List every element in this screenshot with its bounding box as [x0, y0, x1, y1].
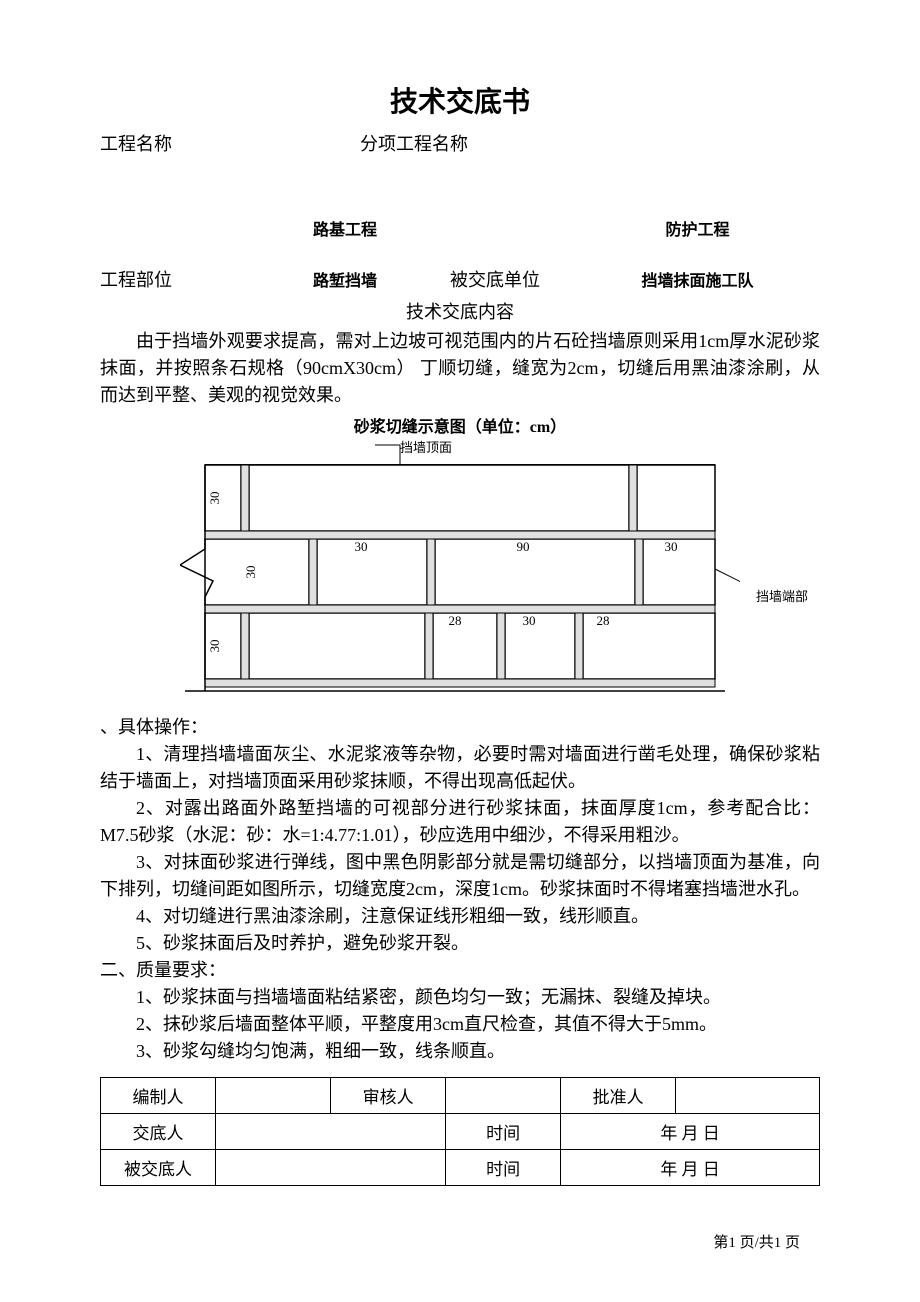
- svg-text:30: 30: [355, 539, 368, 554]
- sig-r3c3: 时间: [446, 1150, 561, 1186]
- sig-r3c2: [216, 1150, 446, 1186]
- info-r2c4: 挡墙抹面施工队: [575, 267, 820, 291]
- sig-r1c5: 批准人: [561, 1078, 676, 1114]
- info-r1c2: 路基工程: [275, 216, 415, 240]
- page-footer: 第1 页/共1 页: [713, 1231, 800, 1252]
- quality-label: 二、质量要求：: [100, 957, 820, 984]
- signature-table: 编制人 审核人 批准人 交底人 时间 年 月 日 被交底人 时间 年 月 日: [100, 1077, 820, 1186]
- svg-text:90: 90: [517, 539, 530, 554]
- sig-r2c1: 交底人: [101, 1114, 216, 1150]
- ops-item-5: 5、砂浆抹面后及时养护，避免砂浆开裂。: [100, 930, 820, 957]
- info-r2c1: 工程部位: [100, 266, 275, 292]
- diagram-title: 砂浆切缝示意图（单位：cm）: [100, 413, 820, 437]
- diagram-svg: 30 30 30 90 30 30 28 30 28: [180, 441, 740, 701]
- project-name-label: 工程名称: [100, 130, 360, 156]
- sig-r1c4: [446, 1078, 561, 1114]
- sig-r1c3: 审核人: [331, 1078, 446, 1114]
- sig-r2c3: 时间: [446, 1114, 561, 1150]
- sig-r2c4: 年 月 日: [561, 1114, 820, 1150]
- svg-text:30: 30: [207, 492, 222, 505]
- info-row-1: 路基工程 防护工程: [100, 216, 820, 240]
- ops-item-1: 1、清理挡墙墙面灰尘、水泥浆液等杂物，必要时需对墙面进行凿毛处理，确保砂浆粘结于…: [100, 741, 820, 795]
- header-row: 工程名称 分项工程名称: [100, 130, 820, 156]
- svg-text:30: 30: [243, 566, 258, 579]
- sig-r3c1: 被交底人: [101, 1150, 216, 1186]
- ops-item-4: 4、对切缝进行黑油漆涂刷，注意保证线形粗细一致，线形顺直。: [100, 903, 820, 930]
- info-r1c4: 防护工程: [575, 216, 820, 240]
- svg-text:30: 30: [665, 539, 678, 554]
- intro-para: 由于挡墙外观要求提高，需对上边坡可视范围内的片石砼挡墙原则采用1cm厚水泥砂浆抹…: [100, 328, 820, 409]
- intro-text: 由于挡墙外观要求提高，需对上边坡可视范围内的片石砼挡墙原则采用1cm厚水泥砂浆抹…: [100, 328, 820, 409]
- sub-project-label: 分项工程名称: [360, 130, 820, 156]
- ops-list: 1、清理挡墙墙面灰尘、水泥浆液等杂物，必要时需对墙面进行凿毛处理，确保砂浆粘结于…: [100, 741, 820, 957]
- info-row-2: 工程部位 路堑挡墙 被交底单位 挡墙抹面施工队: [100, 266, 820, 292]
- quality-item-2: 2、抹砂浆后墙面整体平顺，平整度用3cm直尺检查，其值不得大于5mm。: [100, 1011, 820, 1038]
- sig-r1c1: 编制人: [101, 1078, 216, 1114]
- svg-text:30: 30: [207, 640, 222, 653]
- sig-row-3: 被交底人 时间 年 月 日: [101, 1150, 820, 1186]
- sig-r1c2: [216, 1078, 331, 1114]
- diagram-container: 挡墙顶面 挡墙端部 303030903030283028: [180, 441, 740, 706]
- info-r2c2: 路堑挡墙: [275, 267, 415, 291]
- ops-item-3: 3、对抹面砂浆进行弹线，图中黑色阴影部分就是需切缝部分，以挡墙顶面为基准，向下排…: [100, 849, 820, 903]
- sig-row-2: 交底人 时间 年 月 日: [101, 1114, 820, 1150]
- sig-r3c4: 年 月 日: [561, 1150, 820, 1186]
- svg-text:28: 28: [449, 613, 462, 628]
- svg-text:28: 28: [597, 613, 610, 628]
- quality-item-3: 3、砂浆勾缝均匀饱满，粗细一致，线条顺直。: [100, 1038, 820, 1065]
- page-title: 技术交底书: [100, 80, 820, 120]
- diagram-label-top: 挡墙顶面: [400, 437, 452, 456]
- sig-r1c6: [676, 1078, 820, 1114]
- quality-item-1: 1、砂浆抹面与挡墙墙面粘结紧密，颜色均匀一致；无漏抹、裂缝及掉块。: [100, 984, 820, 1011]
- quality-list: 1、砂浆抹面与挡墙墙面粘结紧密，颜色均匀一致；无漏抹、裂缝及掉块。2、抹砂浆后墙…: [100, 984, 820, 1065]
- sig-r2c2: [216, 1114, 446, 1150]
- sig-row-1: 编制人 审核人 批准人: [101, 1078, 820, 1114]
- svg-text:30: 30: [523, 613, 536, 628]
- content-title: 技术交底内容: [100, 298, 820, 324]
- diagram-label-right: 挡墙端部: [756, 586, 808, 605]
- ops-item-2: 2、对露出路面外路堑挡墙的可视部分进行砂浆抹面，抹面厚度1cm，参考配合比：M7…: [100, 795, 820, 849]
- info-r2c3: 被交底单位: [415, 266, 575, 292]
- ops-label: 、具体操作：: [100, 714, 820, 741]
